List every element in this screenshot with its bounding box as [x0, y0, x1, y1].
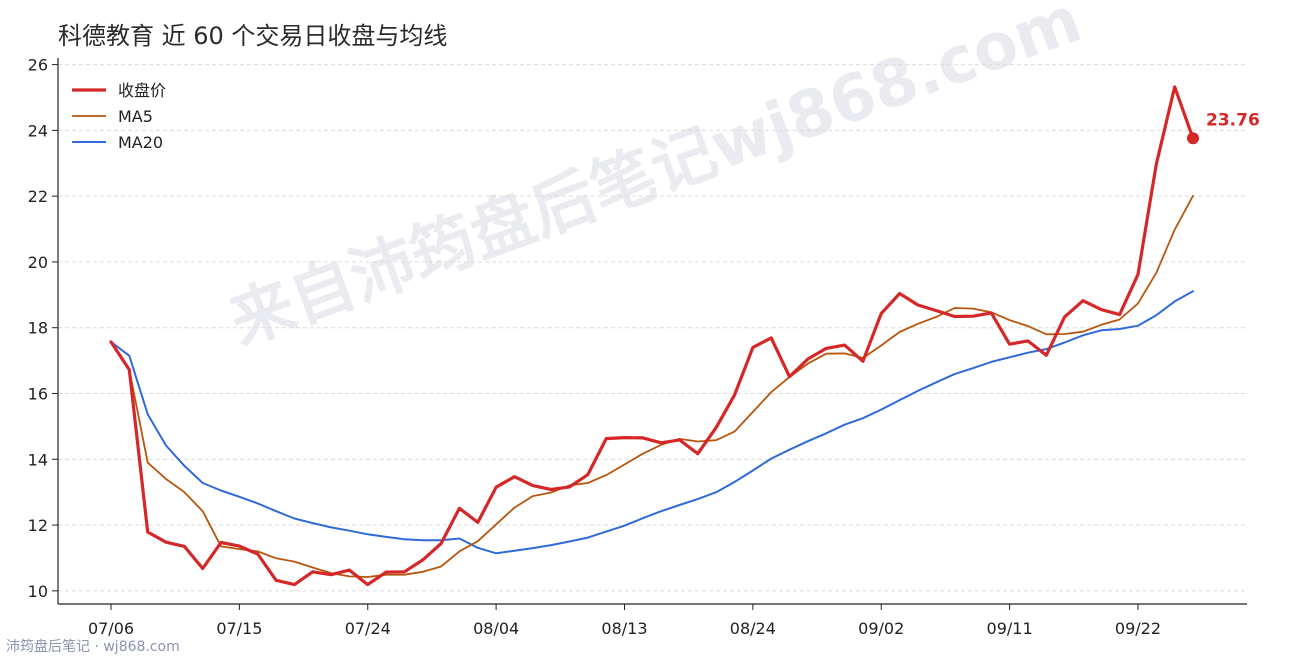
close-price-line: [109, 85, 1195, 587]
ma5-line: [110, 194, 1194, 578]
y-tick-label: 18: [28, 319, 48, 338]
axes: 10 12 14 16 18 20 22 24 26 07/06 07/15 07/24 08/04 08…: [28, 56, 1247, 638]
grid: [58, 64, 1247, 592]
x-tick-label: 09/02: [858, 619, 904, 638]
y-tick-label: 12: [28, 516, 48, 535]
footer-credit: 沛筠盘后笔记 · wj868.com: [6, 639, 180, 655]
series-lines: 23.76: [109, 85, 1260, 587]
x-tick-label: 07/24: [345, 619, 391, 638]
x-tick-label: 09/22: [1115, 619, 1161, 638]
x-tick-label: 07/15: [216, 619, 262, 638]
y-tick-label: 20: [28, 253, 48, 272]
y-tick-label: 10: [28, 582, 48, 601]
watermark-text: 来自沛筠盘后笔记wj868.com: [220, 0, 1091, 360]
last-close-marker: [1187, 132, 1199, 145]
y-tick-label: 14: [28, 450, 48, 469]
ma20-line: [110, 290, 1194, 555]
watermark: 来自沛筠盘后笔记wj868.com: [220, 0, 1091, 360]
x-tick-label: 09/11: [987, 619, 1033, 638]
y-tick-label: 26: [28, 56, 48, 75]
legend: 收盘价 MA5 MA20: [72, 81, 166, 152]
y-tick-label: 24: [28, 121, 48, 140]
x-tick-label: 08/04: [473, 619, 519, 638]
legend-label: MA20: [118, 133, 163, 152]
x-tick-label: 07/06: [88, 619, 134, 638]
legend-label: MA5: [118, 107, 153, 126]
y-tick-label: 16: [28, 384, 48, 403]
x-tick-label: 08/13: [601, 619, 647, 638]
last-close-label: 23.76: [1206, 110, 1260, 130]
x-tick-label: 08/24: [730, 619, 776, 638]
legend-label: 收盘价: [118, 81, 166, 100]
chart-title: 科德教育 近 60 个交易日收盘与均线: [58, 22, 447, 50]
y-tick-label: 22: [28, 187, 48, 206]
